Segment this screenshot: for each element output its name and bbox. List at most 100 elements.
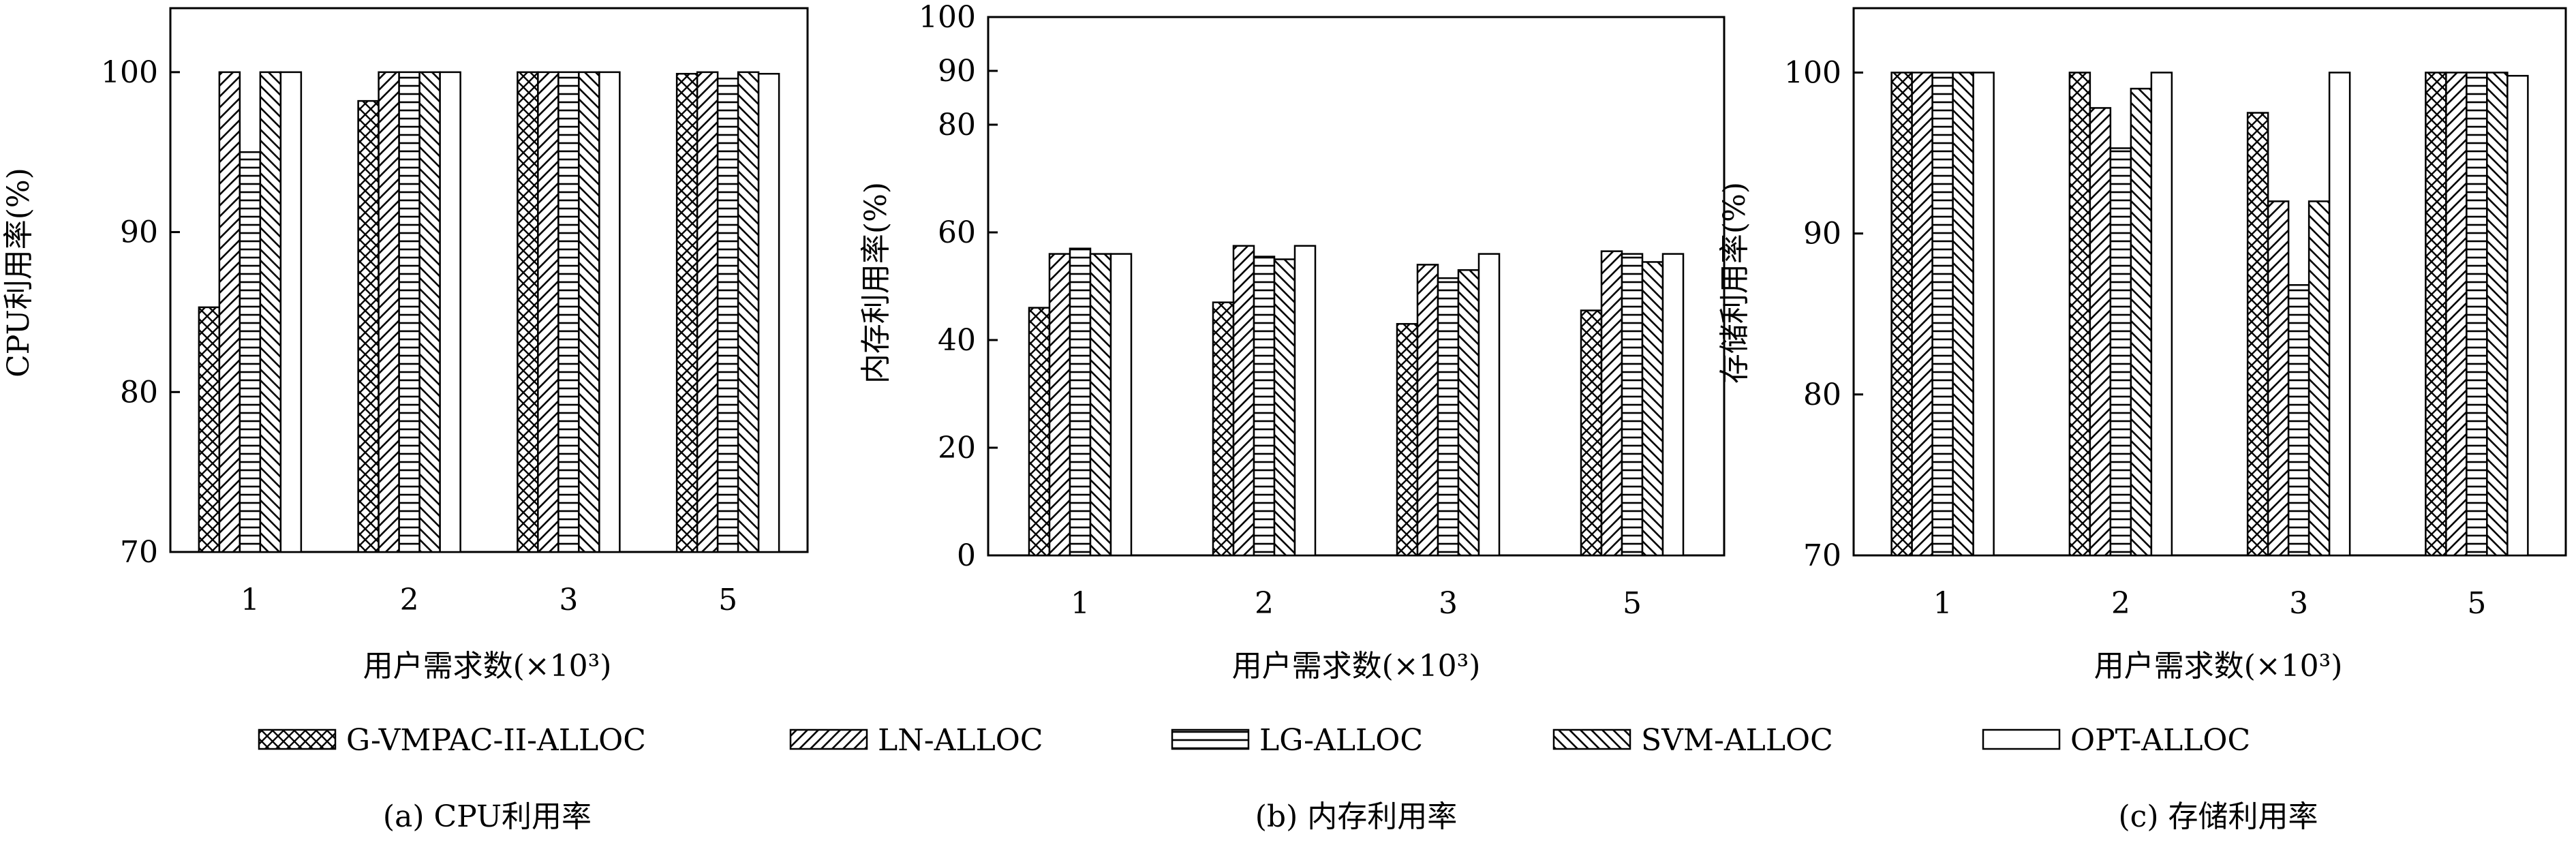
caption-memory: (b) 内存利用率 [1255, 799, 1457, 834]
bar-cpu-lg-alloc-5 [716, 78, 739, 553]
bar-storage-svm-alloc-3 [2307, 200, 2331, 557]
legend-label-ln-alloc: LN-ALLOC [878, 723, 1043, 758]
y-axis-label-storage: 存储利用率(%) [1717, 182, 1752, 384]
legend-label-g-vmpac-ii-alloc: G-VMPAC-II-ALLOC [346, 723, 646, 758]
bar-memory-lg-alloc-1 [1069, 247, 1092, 557]
bar-memory-opt-alloc-2 [1293, 245, 1317, 557]
chart-panel-cpu: CPU利用率(%) 用户需求数(×10³) (a) CPU利用率 70 80 90 1… [1, 7, 809, 834]
y-tick-label-cpu-70: 70 [120, 535, 158, 570]
bar-memory-ln-alloc-2 [1232, 245, 1255, 557]
bar-memory-opt-alloc-3 [1477, 253, 1501, 557]
chart-panel-memory: 内存利用率(%) 用户需求数(×10³) (b) 内存利用率 0 20 40 60 80… [859, 0, 1726, 834]
bar-storage-opt-alloc-1 [1972, 72, 1995, 557]
plot-frame-memory [987, 16, 1726, 557]
bar-cpu-opt-alloc-2 [439, 71, 461, 553]
legend-swatch-svm-alloc [1552, 728, 1631, 750]
y-tick-label-memory-90: 90 [938, 54, 976, 89]
bar-storage-g-vmpac-ii-alloc-3 [2246, 112, 2269, 557]
x-axis-label-cpu: 用户需求数(×10³) [363, 649, 612, 683]
bar-storage-lg-alloc-2 [2109, 147, 2132, 557]
bar-memory-svm-alloc-2 [1273, 258, 1296, 557]
bar-cpu-lg-alloc-1 [239, 151, 262, 553]
bar-memory-opt-alloc-1 [1109, 253, 1133, 557]
caption-cpu: (a) CPU利用率 [383, 799, 592, 834]
bar-cpu-ln-alloc-1 [218, 71, 241, 553]
y-tick-label-memory-60: 60 [938, 215, 976, 250]
bar-memory-g-vmpac-ii-alloc-5 [1580, 309, 1603, 557]
legend-label-opt-alloc: OPT-ALLOC [2070, 723, 2250, 758]
bar-memory-g-vmpac-ii-alloc-3 [1396, 323, 1419, 557]
x-axis-label-memory: 用户需求数(×10³) [1232, 649, 1481, 683]
bar-cpu-ln-alloc-2 [378, 71, 400, 553]
bar-memory-ln-alloc-5 [1600, 250, 1623, 557]
bar-storage-ln-alloc-3 [2267, 200, 2290, 557]
bar-storage-lg-alloc-3 [2287, 283, 2310, 557]
bar-cpu-lg-alloc-2 [398, 71, 420, 553]
y-tick-label-memory-40: 40 [938, 323, 976, 358]
x-tick-label-memory-1: 1 [1071, 586, 1090, 621]
bar-memory-opt-alloc-5 [1661, 253, 1685, 557]
bar-memory-svm-alloc-5 [1641, 261, 1664, 557]
bar-cpu-g-vmpac-ii-alloc-3 [517, 71, 539, 553]
bar-memory-ln-alloc-3 [1416, 264, 1439, 557]
bar-memory-g-vmpac-ii-alloc-2 [1212, 301, 1235, 557]
bar-storage-svm-alloc-1 [1952, 72, 1974, 557]
y-axis-label-cpu: CPU利用率(%) [1, 168, 36, 378]
bar-cpu-g-vmpac-ii-alloc-1 [198, 306, 221, 553]
bar-cpu-opt-alloc-1 [279, 71, 303, 553]
x-tick-label-storage-3: 3 [2289, 586, 2308, 621]
bar-cpu-svm-alloc-3 [578, 71, 600, 553]
bar-cpu-svm-alloc-1 [259, 71, 282, 553]
y-axis-label-memory: 内存利用率(%) [859, 182, 893, 384]
x-tick-label-memory-3: 3 [1439, 586, 1458, 621]
bar-storage-svm-alloc-2 [2130, 87, 2153, 557]
y-tick-label-storage-80: 80 [1803, 378, 1841, 412]
bar-memory-lg-alloc-3 [1437, 277, 1460, 557]
bar-storage-svm-alloc-5 [2486, 72, 2509, 557]
bar-storage-ln-alloc-2 [2089, 107, 2112, 557]
bar-storage-ln-alloc-1 [1911, 72, 1933, 557]
y-tick-label-cpu-90: 90 [120, 215, 158, 250]
y-tick-label-memory-0: 0 [957, 538, 976, 573]
plot-frame-storage [1852, 7, 2567, 557]
x-tick-label-memory-2: 2 [1255, 586, 1274, 621]
bar-storage-opt-alloc-3 [2328, 72, 2351, 557]
bar-memory-ln-alloc-1 [1048, 253, 1071, 557]
bar-cpu-lg-alloc-3 [557, 71, 580, 553]
bar-memory-g-vmpac-ii-alloc-1 [1028, 307, 1051, 557]
bar-storage-g-vmpac-ii-alloc-2 [2068, 72, 2091, 557]
bar-cpu-svm-alloc-5 [737, 71, 760, 553]
bar-storage-g-vmpac-ii-alloc-1 [1890, 72, 1913, 557]
bar-cpu-ln-alloc-5 [696, 71, 719, 553]
bar-memory-lg-alloc-5 [1621, 253, 1644, 557]
x-tick-label-cpu-2: 2 [400, 583, 419, 617]
x-tick-label-cpu-1: 1 [241, 583, 260, 617]
caption-storage: (c) 存储利用率 [2119, 799, 2318, 834]
y-tick-label-cpu-100: 100 [101, 55, 158, 90]
legend-swatch-lg-alloc [1171, 728, 1250, 750]
y-tick-label-cpu-80: 80 [120, 375, 158, 410]
bar-storage-opt-alloc-2 [2150, 72, 2173, 557]
y-tick-label-memory-100: 100 [919, 0, 976, 35]
y-tick-label-storage-70: 70 [1803, 538, 1841, 573]
bar-storage-ln-alloc-5 [2445, 72, 2468, 557]
bar-cpu-g-vmpac-ii-alloc-2 [357, 99, 380, 553]
bar-cpu-ln-alloc-3 [537, 71, 559, 553]
bar-cpu-opt-alloc-3 [598, 71, 621, 553]
plot-frame-cpu [169, 7, 809, 553]
y-tick-label-memory-80: 80 [938, 108, 976, 142]
x-tick-label-storage-5: 5 [2467, 586, 2486, 621]
x-axis-label-storage: 用户需求数(×10³) [2094, 649, 2343, 683]
bar-memory-lg-alloc-2 [1253, 256, 1276, 557]
bar-cpu-opt-alloc-5 [757, 72, 780, 553]
bar-cpu-g-vmpac-ii-alloc-5 [675, 72, 699, 553]
bar-storage-lg-alloc-5 [2466, 72, 2488, 557]
x-tick-label-storage-1: 1 [1933, 586, 1952, 621]
x-tick-label-storage-2: 2 [2111, 586, 2130, 621]
bar-memory-svm-alloc-1 [1089, 253, 1112, 557]
x-tick-label-cpu-5: 5 [718, 583, 737, 617]
chart-panel-storage: 存储利用率(%) 用户需求数(×10³) (c) 存储利用率 70 80 90 100… [1717, 7, 2567, 834]
legend-swatch-opt-alloc [1982, 728, 2061, 750]
bar-storage-lg-alloc-1 [1931, 72, 1954, 557]
